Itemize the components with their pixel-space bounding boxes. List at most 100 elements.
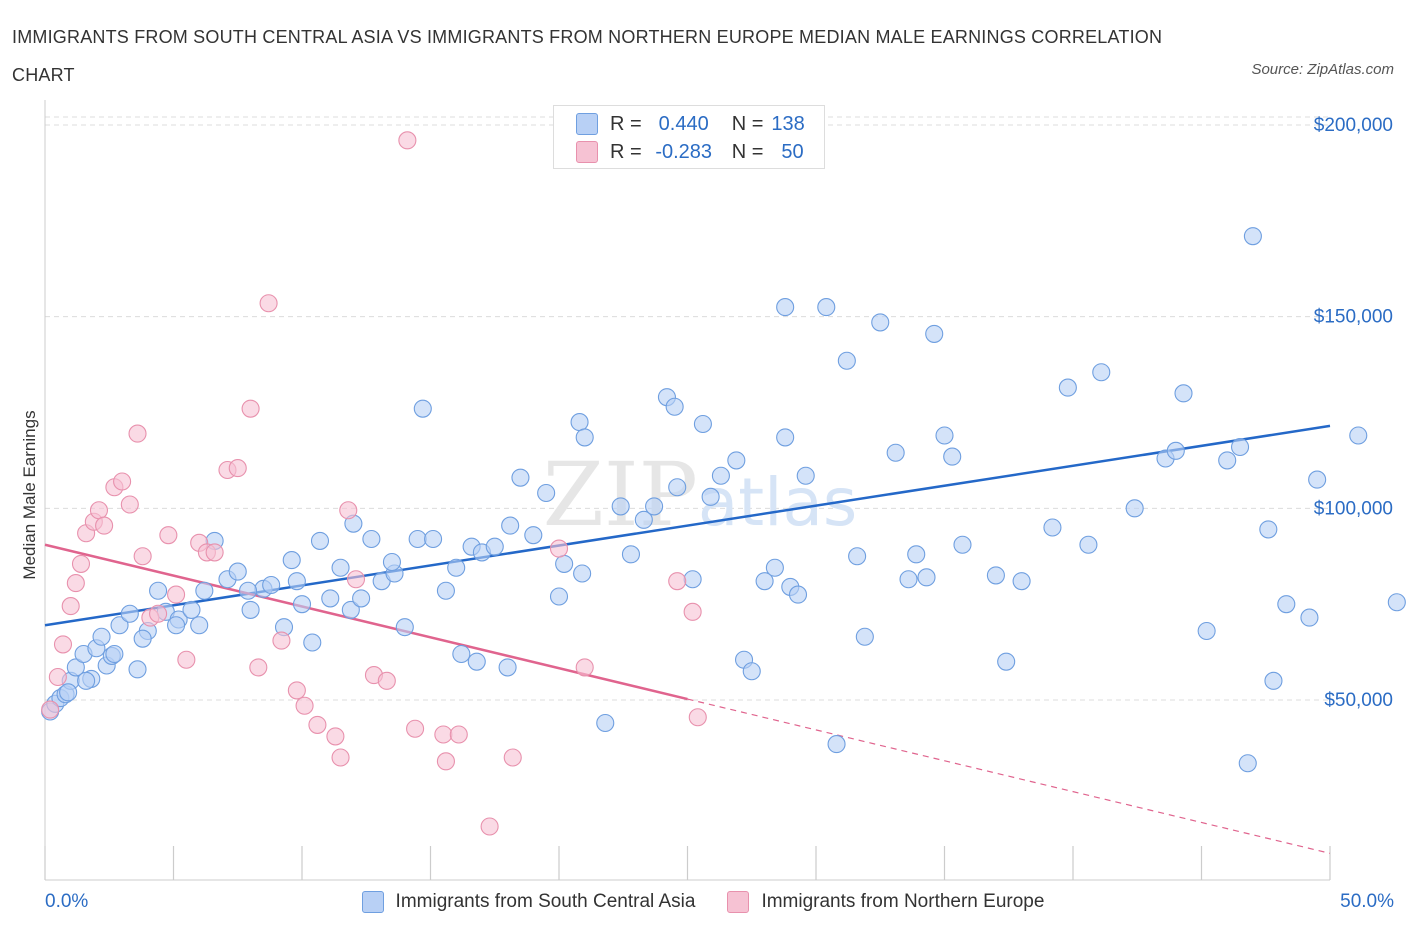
data-point-northern-europe [259,294,278,313]
data-point-south-central-asia [59,683,78,702]
data-point-south-central-asia [149,581,168,600]
data-point-northern-europe [120,495,139,514]
data-point-south-central-asia [447,558,466,577]
data-point-northern-europe [683,602,702,621]
pink-swatch [576,141,598,163]
data-point-south-central-asia [1300,608,1319,627]
data-point-south-central-asia [943,447,962,466]
data-point-south-central-asia [467,652,486,671]
data-point-south-central-asia [827,735,846,754]
y-axis-label: Median Male Earnings [20,410,39,580]
data-point-northern-europe [128,424,147,443]
y-tick-label: $50,000 [1324,690,1393,711]
data-point-south-central-asia [596,713,615,733]
data-point-south-central-asia [352,589,371,608]
data-point-south-central-asia [701,487,720,506]
data-point-south-central-asia [110,616,129,635]
data-point-northern-europe [480,817,499,836]
data-point-south-central-asia [303,633,322,652]
data-point-northern-europe [228,459,247,478]
data-point-south-central-asia [1092,363,1111,382]
data-point-south-central-asia [511,468,530,487]
data-point-south-central-asia [1079,535,1098,554]
data-point-south-central-asia [282,551,301,570]
data-point-south-central-asia [997,652,1016,671]
data-point-northern-europe [159,526,178,545]
data-point-northern-europe [449,725,468,744]
data-point-south-central-asia [128,660,147,679]
data-point-northern-europe [272,631,291,650]
data-point-south-central-asia [645,497,664,516]
data-point-northern-europe [133,547,152,566]
data-point-northern-europe [549,539,569,558]
n-value: 138 [771,112,805,135]
r-label: R = [610,140,642,163]
data-point-south-central-asia [755,572,774,591]
data-point-south-central-asia [621,545,641,564]
data-point-northern-europe [406,719,425,738]
data-point-south-central-asia [382,552,402,572]
data-point-south-central-asia [498,658,517,677]
data-point-northern-europe [48,667,67,687]
legend-swatch-pink [727,891,750,913]
data-point-south-central-asia [611,497,630,516]
data-point-south-central-asia [788,585,808,604]
data-point-south-central-asia [331,558,350,577]
data-point-south-central-asia [575,428,594,447]
data-point-south-central-asia [665,397,684,416]
data-point-south-central-asia [262,575,281,595]
data-point-south-central-asia [1277,595,1296,614]
legend-label: Immigrants from South Central Asia [395,891,696,912]
data-point-northern-europe [295,696,314,715]
data-point-south-central-asia [395,618,414,637]
n-label: N = [731,140,764,163]
r-value: -0.283 [655,140,713,163]
data-point-south-central-asia [1197,621,1216,641]
legend-item-south-central-asia[interactable]: Immigrants from South Central Asia [361,891,696,913]
stats-box: R = 0.440 N = 138 R = -0.283 N = 50 [553,105,825,169]
data-point-south-central-asia [907,545,926,564]
data-point-northern-europe [308,715,327,734]
data-point-south-central-asia [1174,384,1193,403]
data-point-northern-europe [167,585,186,604]
legend-item-northern-europe[interactable]: Immigrants from Northern Europe [727,891,1044,913]
data-point-south-central-asia [634,510,653,529]
data-point-south-central-asia [408,529,427,549]
data-point-south-central-asia [1238,754,1257,773]
data-point-south-central-asia [190,616,209,635]
data-point-northern-europe [668,572,687,591]
data-point-northern-europe [113,472,132,491]
data-point-northern-europe [205,543,224,562]
stats-row-pink: R = -0.283 N = 50 [576,139,804,165]
data-point-south-central-asia [1349,426,1368,445]
r-label: R = [610,112,642,135]
data-point-south-central-asia [362,529,381,549]
data-point-northern-europe [346,570,366,589]
x-axis-max-label: 50.0% [1340,891,1394,912]
chart-title: IMMIGRANTS FROM SOUTH CENTRAL ASIA VS IM… [12,27,1163,85]
data-point-south-central-asia [228,562,247,581]
data-point-northern-europe [177,650,196,669]
data-point-northern-europe [249,658,268,677]
data-point-northern-europe [53,635,73,654]
data-point-south-central-asia [837,351,856,370]
data-point-south-central-asia [1231,437,1250,457]
data-point-south-central-asia [727,451,746,470]
data-point-south-central-asia [917,568,936,587]
data-point-south-central-asia [1012,572,1031,591]
data-point-northern-europe [95,516,114,535]
x-axis-min-label: 0.0% [45,891,89,912]
data-point-south-central-asia [105,644,124,664]
data-point-south-central-asia [549,587,569,606]
data-point-south-central-asia [501,516,520,535]
data-point-south-central-asia [1243,227,1262,246]
data-point-south-central-asia [167,616,186,635]
data-point-south-central-asia [886,443,905,462]
data-point-south-central-asia [711,466,730,485]
data-point-south-central-asia [413,399,432,418]
data-point-south-central-asia [953,535,972,554]
data-point-south-central-asia [899,570,918,589]
data-point-south-central-asia [817,298,836,317]
data-point-northern-europe [71,554,91,573]
data-point-south-central-asia [1264,671,1283,690]
